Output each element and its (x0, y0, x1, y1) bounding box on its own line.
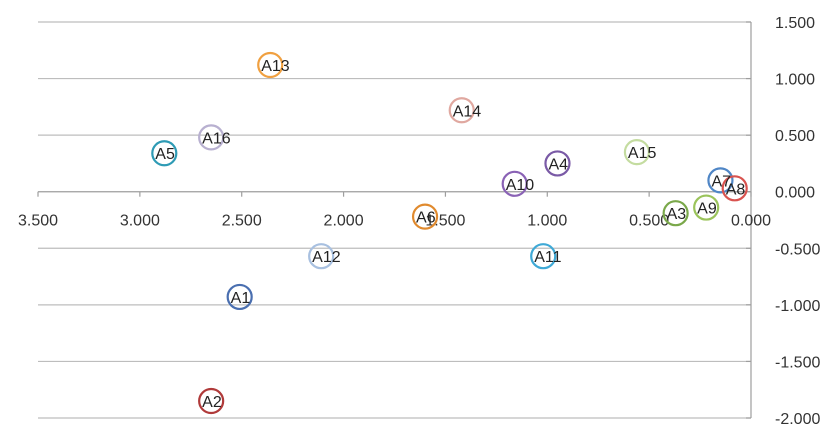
tick-labels: 1.5001.0000.5000.000-0.500-1.000-1.500-2… (18, 15, 820, 428)
point-label-a1: A1 (231, 290, 251, 307)
x-tick-label: 1.500 (425, 213, 465, 230)
point-label-a4: A4 (548, 156, 568, 173)
data-point-a6 (411, 203, 439, 230)
x-tick-label: 0.500 (629, 213, 669, 230)
data-point-a14 (448, 97, 475, 124)
point-label-a9: A9 (697, 201, 717, 218)
data-point-a5 (151, 140, 178, 167)
y-tick-label: -0.500 (775, 241, 820, 258)
x-tick-label: 3.500 (18, 213, 58, 230)
data-point-a9 (693, 194, 720, 221)
point-label-a6: A6 (416, 210, 436, 227)
y-tick-label: 1.000 (775, 72, 815, 89)
point-label-a8: A8 (726, 181, 746, 198)
data-point-a10 (501, 170, 528, 197)
point-label-a3: A3 (667, 206, 687, 223)
data-point-a2 (198, 387, 225, 415)
y-tick-label: -2.000 (775, 411, 820, 428)
data-point-a7 (707, 167, 734, 194)
data-point-a4 (544, 150, 571, 177)
point-label-a7: A7 (711, 173, 731, 190)
x-tick-label: 3.000 (120, 213, 160, 230)
point-label-a5: A5 (155, 146, 175, 163)
data-point-a12 (308, 243, 335, 270)
point-label-a11: A11 (534, 249, 561, 266)
data-point-a16 (198, 124, 225, 151)
data-point-a3 (662, 200, 689, 227)
point-label-a14: A14 (453, 103, 482, 120)
x-tick-label: 1.000 (527, 213, 567, 230)
data-point-a1 (226, 283, 253, 311)
y-tick-label: 0.000 (775, 185, 815, 202)
data-point-a8 (721, 175, 748, 202)
x-tick-label: 0.000 (731, 213, 771, 230)
x-tick-label: 2.500 (222, 213, 262, 230)
data-points (151, 51, 748, 415)
point-label-a15: A15 (628, 145, 657, 162)
point-label-a2: A2 (202, 394, 222, 411)
data-point-a13 (257, 51, 284, 79)
y-tick-label: 1.500 (775, 15, 815, 32)
y-tick-label: 0.500 (775, 128, 815, 145)
data-point-a11 (530, 243, 557, 270)
point-label-a16: A16 (202, 130, 231, 147)
x-tick-label: 2.000 (324, 213, 364, 230)
axes (37, 21, 752, 419)
grid-lines (38, 21, 751, 419)
point-label-a10: A10 (506, 177, 535, 194)
data-point-a15 (623, 139, 651, 166)
y-tick-label: -1.000 (775, 298, 820, 315)
y-tick-label: -1.500 (775, 354, 820, 371)
point-label-a13: A13 (261, 58, 290, 75)
point-label-a12: A12 (312, 249, 341, 266)
